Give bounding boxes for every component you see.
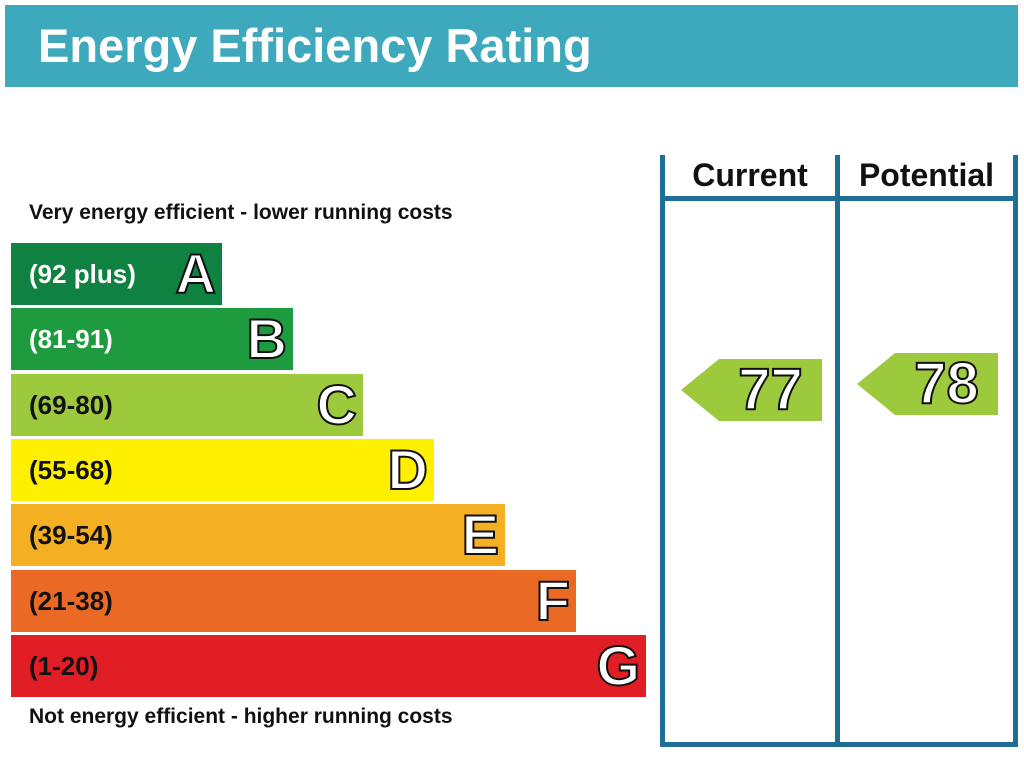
band-letter: A (175, 242, 217, 305)
grid-line-bottom (660, 742, 1018, 747)
band-letter: F (535, 569, 571, 632)
band-letter: B (246, 307, 288, 370)
grid-line-left (660, 155, 665, 747)
band-range-label: (21-38) (29, 586, 113, 616)
grid-line-middle (835, 155, 840, 747)
band-d: (55-68) D (11, 439, 434, 501)
band-letter: E (461, 503, 500, 566)
current-rating-value: 77 (737, 357, 804, 422)
band-range-label: (1-20) (29, 651, 99, 681)
page-title: Energy Efficiency Rating (38, 19, 592, 72)
band-range-label: (69-80) (29, 390, 113, 420)
band-letter: C (316, 373, 358, 436)
band-g: (1-20) G (11, 635, 646, 697)
potential-column-header: Potential (858, 157, 995, 193)
potential-arrow-shape (857, 353, 998, 415)
band-f: (21-38) F (11, 570, 576, 632)
current-rating-arrow: 77 (681, 357, 822, 422)
potential-rating-value: 78 (913, 351, 980, 416)
band-c: (69-80) C (11, 374, 363, 436)
band-range-label: (81-91) (29, 324, 113, 354)
potential-rating-arrow: 78 (857, 351, 998, 416)
title-banner: Energy Efficiency Rating (5, 5, 1018, 87)
band-letter: D (387, 438, 429, 501)
inefficient-caption: Not energy efficient - higher running co… (29, 705, 453, 728)
band-range-label: (39-54) (29, 520, 113, 550)
grid-line-right (1013, 155, 1018, 747)
band-b: (81-91) B (11, 308, 293, 370)
grid-line-header (660, 196, 1018, 201)
band-e: (39-54) E (11, 504, 505, 566)
band-letter: G (595, 634, 641, 697)
band-a: (92 plus) A (11, 243, 222, 305)
efficient-caption: Very energy efficient - lower running co… (29, 201, 453, 224)
potential-arrow-fill (857, 353, 998, 415)
band-range-label: (92 plus) (29, 259, 136, 289)
current-arrow-shape (681, 359, 822, 421)
current-column-header: Current (692, 157, 808, 193)
current-arrow-fill (681, 359, 822, 421)
band-range-label: (55-68) (29, 455, 113, 485)
